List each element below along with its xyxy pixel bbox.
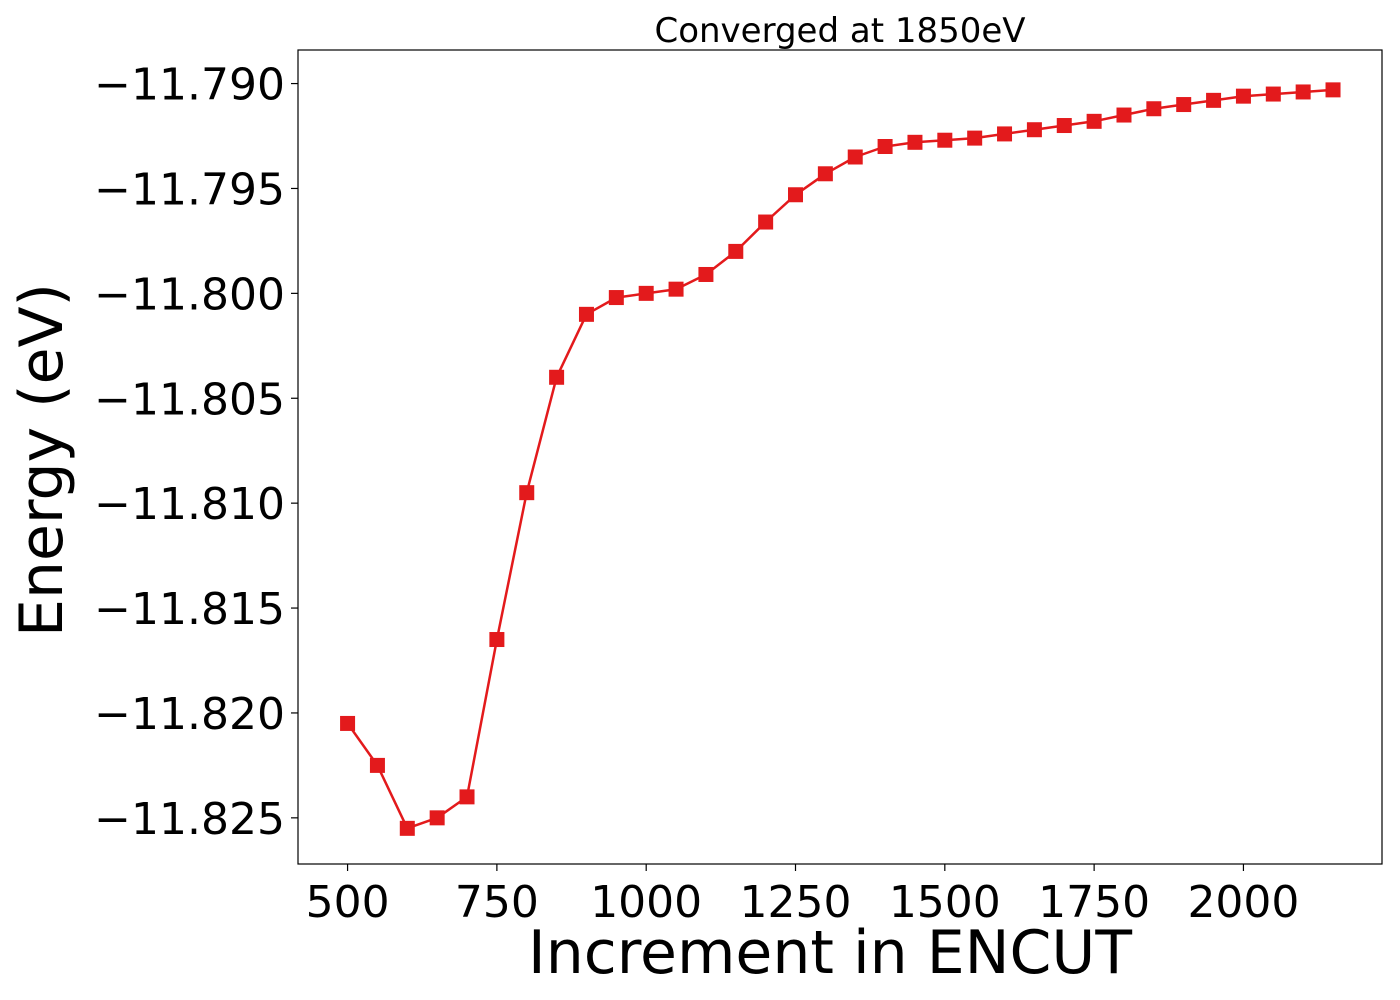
data-point-marker bbox=[668, 281, 684, 297]
data-point-marker bbox=[340, 715, 356, 731]
data-point-marker bbox=[1116, 107, 1132, 123]
data-point-marker bbox=[1265, 86, 1281, 102]
data-point-marker bbox=[1235, 88, 1251, 104]
y-tick-label: −11.800 bbox=[94, 269, 285, 320]
x-tick-label: 1000 bbox=[590, 877, 702, 928]
data-point-marker bbox=[1146, 101, 1162, 117]
plot-area bbox=[340, 82, 1341, 836]
data-point-marker bbox=[369, 757, 385, 773]
data-point-marker bbox=[519, 485, 535, 501]
data-point-marker bbox=[399, 820, 415, 836]
x-tick-label: 1250 bbox=[740, 877, 852, 928]
data-point-marker bbox=[937, 132, 953, 148]
data-point-marker bbox=[459, 789, 475, 805]
x-tick-label: 1500 bbox=[889, 877, 1001, 928]
data-point-marker bbox=[638, 285, 654, 301]
data-point-marker bbox=[788, 187, 804, 203]
data-point-marker bbox=[489, 632, 505, 648]
y-tick-label: −11.820 bbox=[94, 689, 285, 740]
data-point-marker bbox=[997, 126, 1013, 142]
y-tick-label: −11.825 bbox=[94, 794, 285, 845]
chart-title: Converged at 1850eV bbox=[654, 11, 1025, 51]
y-tick-label: −11.815 bbox=[94, 584, 285, 635]
x-tick-label: 500 bbox=[306, 877, 390, 928]
data-point-marker bbox=[758, 214, 774, 230]
data-point-marker bbox=[1086, 113, 1102, 129]
data-point-marker bbox=[967, 130, 983, 146]
data-point-marker bbox=[877, 139, 893, 155]
data-point-marker bbox=[847, 149, 863, 165]
y-axis-label: Energy (eV) bbox=[7, 283, 77, 637]
data-point-marker bbox=[578, 306, 594, 322]
x-axis-label: Increment in ENCUT bbox=[528, 918, 1132, 988]
y-tick-label: −11.810 bbox=[94, 479, 285, 530]
series-line bbox=[346, 88, 1334, 830]
data-point-marker bbox=[1176, 97, 1192, 113]
data-point-marker bbox=[549, 369, 565, 385]
x-axis-ticks: 500 750 1000 1250 1500 1750 2000 bbox=[306, 864, 1299, 928]
y-tick-label: −11.805 bbox=[94, 374, 285, 425]
data-point-marker bbox=[698, 266, 714, 282]
x-tick-label: 1750 bbox=[1038, 877, 1150, 928]
x-tick-label: 750 bbox=[455, 877, 539, 928]
y-tick-label: −11.790 bbox=[94, 60, 285, 111]
data-point-marker bbox=[1295, 84, 1311, 100]
x-tick-label: 2000 bbox=[1187, 877, 1299, 928]
plot-frame bbox=[297, 49, 1383, 865]
data-point-marker bbox=[728, 243, 744, 259]
data-point-marker bbox=[817, 166, 833, 182]
y-tick-label: −11.795 bbox=[94, 164, 285, 215]
data-point-marker bbox=[608, 290, 624, 306]
data-point-marker bbox=[907, 134, 923, 150]
data-point-marker bbox=[1325, 82, 1341, 98]
data-point-marker bbox=[1206, 92, 1222, 108]
y-axis-ticks: −11.790 −11.795 −11.800 −11.805 −11.810 −11.8… bbox=[94, 60, 298, 845]
data-point-marker bbox=[429, 810, 445, 826]
data-point-marker bbox=[1056, 118, 1072, 134]
data-point-marker bbox=[1026, 122, 1042, 138]
